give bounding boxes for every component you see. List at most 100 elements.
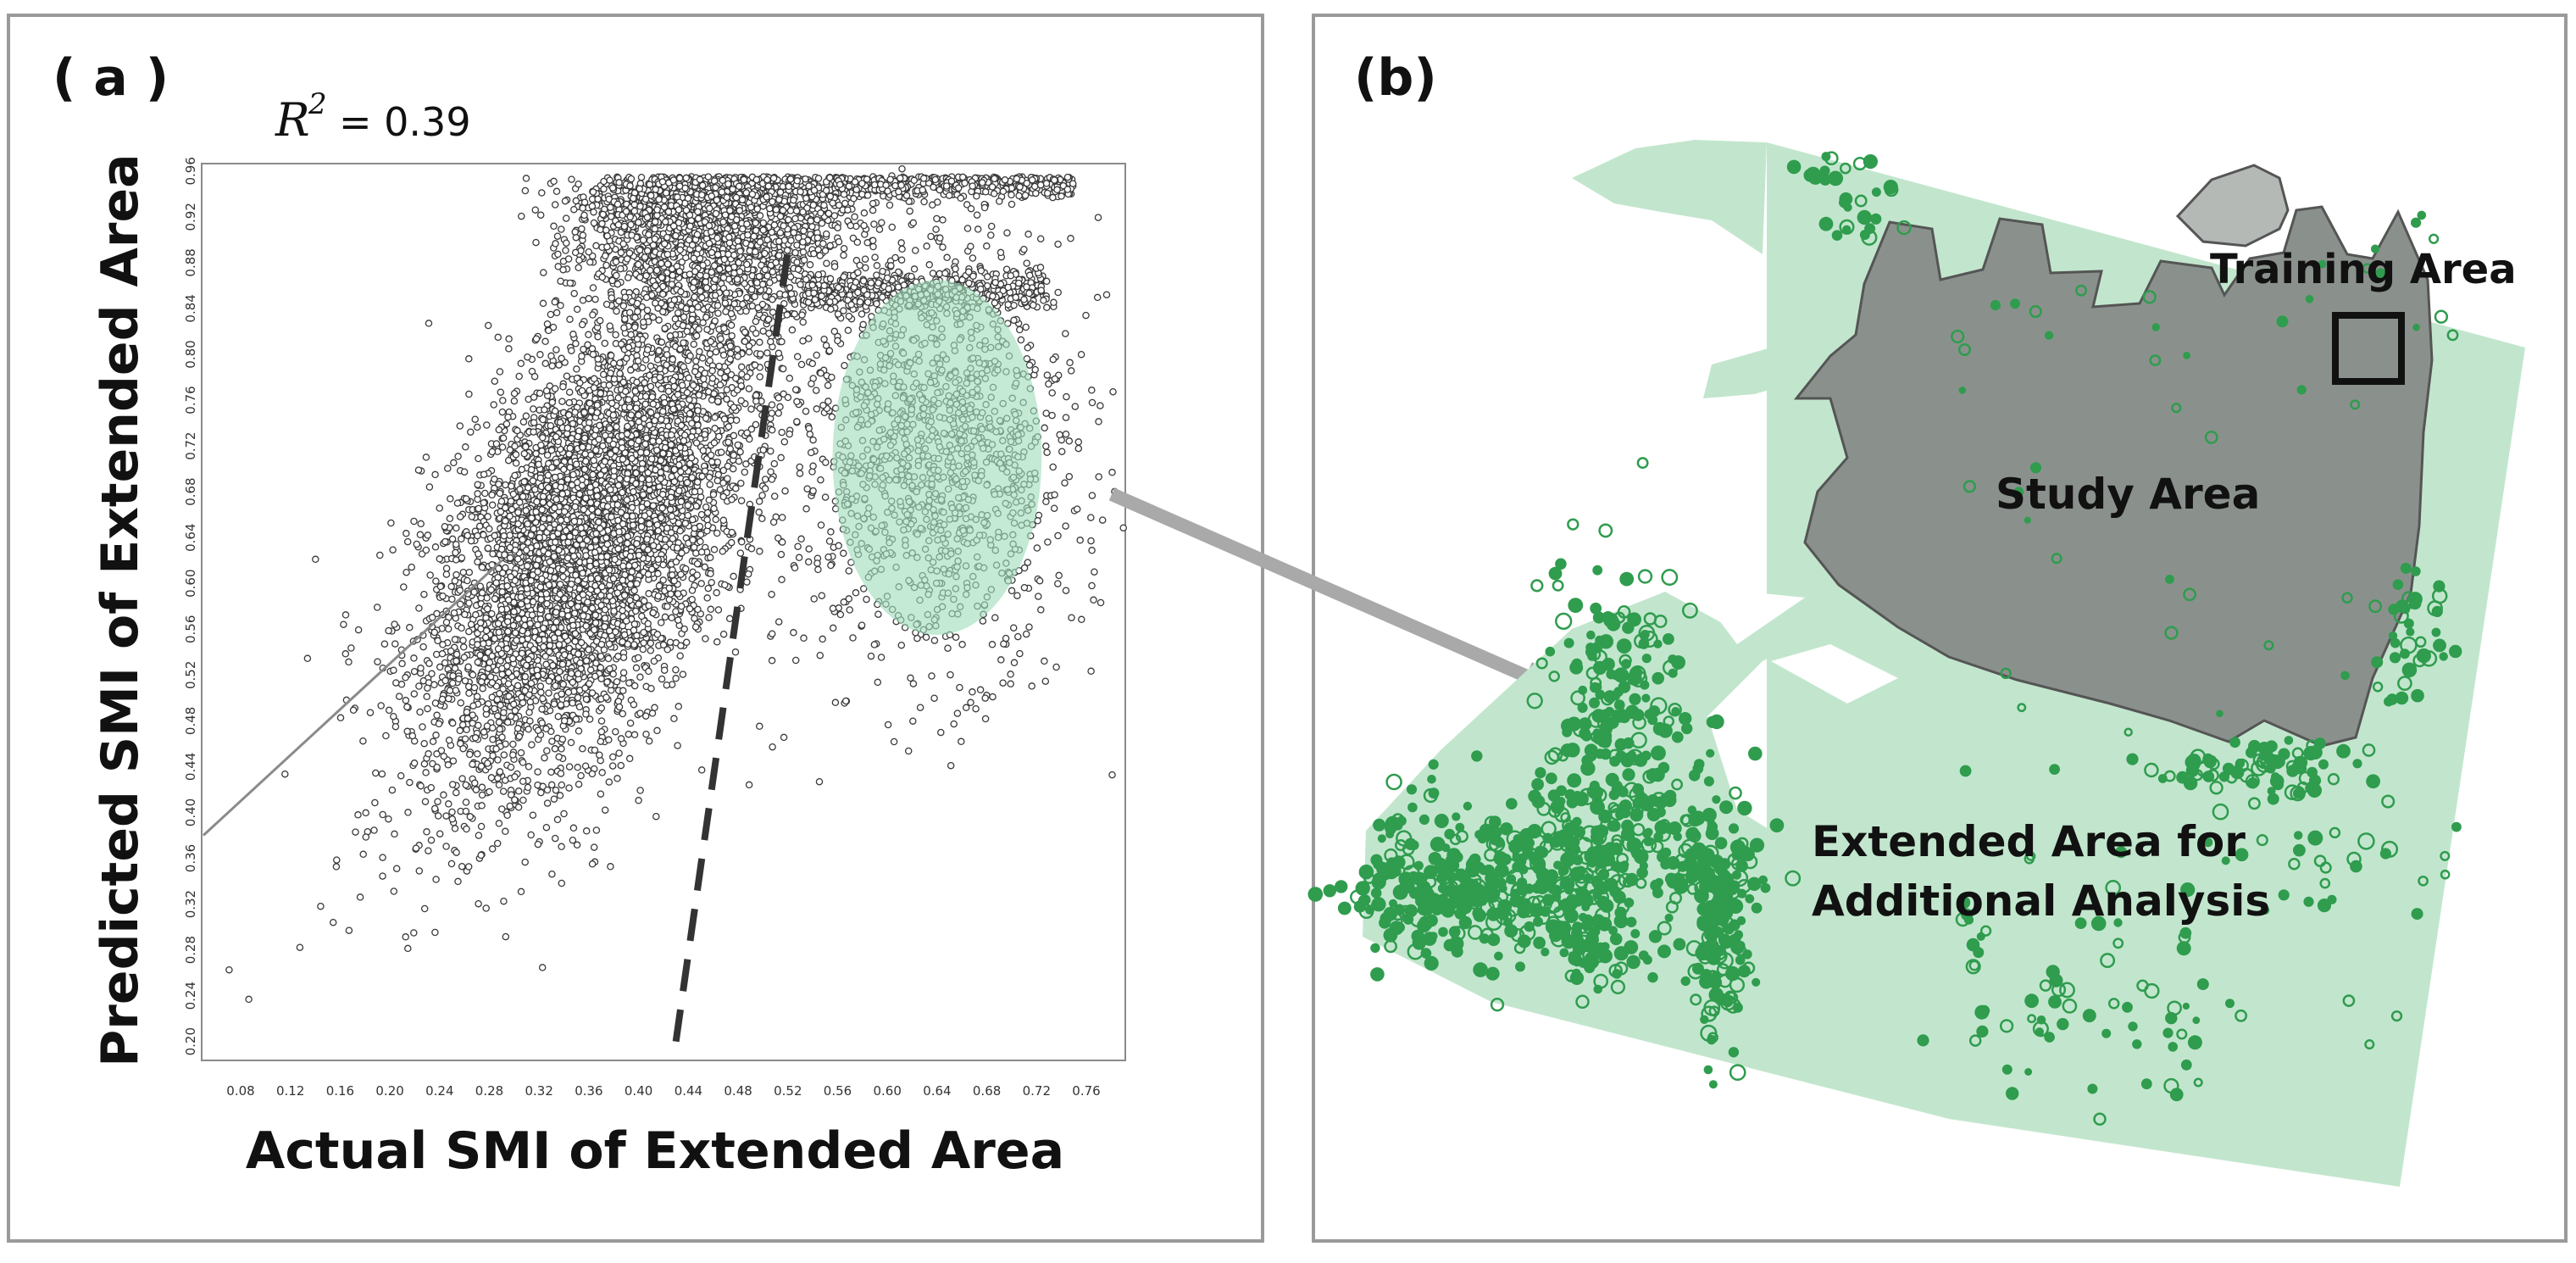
data-point bbox=[769, 518, 778, 526]
data-point bbox=[458, 624, 465, 632]
data-point bbox=[550, 795, 558, 803]
data-point bbox=[528, 514, 536, 522]
data-point bbox=[408, 732, 417, 740]
data-point bbox=[447, 860, 456, 868]
data-point bbox=[542, 823, 551, 832]
data-point bbox=[580, 409, 588, 416]
data-point bbox=[504, 596, 513, 604]
data-point bbox=[464, 715, 472, 722]
data-point bbox=[597, 652, 605, 660]
data-point bbox=[647, 684, 655, 693]
data-point bbox=[442, 565, 451, 572]
data-point bbox=[715, 362, 723, 370]
data-point bbox=[594, 332, 602, 341]
data-point bbox=[378, 770, 386, 778]
data-point bbox=[542, 387, 551, 395]
data-point bbox=[607, 369, 614, 377]
data-point bbox=[366, 709, 375, 716]
data-point bbox=[642, 448, 651, 457]
data-point bbox=[574, 764, 581, 771]
data-point bbox=[359, 737, 367, 745]
data-point bbox=[441, 676, 449, 685]
data-point bbox=[527, 531, 535, 539]
data-point bbox=[557, 302, 564, 309]
data-point bbox=[442, 570, 451, 578]
data-point bbox=[694, 421, 702, 429]
data-point bbox=[529, 598, 537, 606]
data-point bbox=[708, 396, 716, 404]
data-point bbox=[645, 590, 652, 598]
data-point bbox=[635, 437, 642, 445]
data-point bbox=[410, 690, 419, 698]
data-point bbox=[435, 720, 443, 728]
data-point bbox=[566, 444, 575, 453]
data-point bbox=[619, 606, 626, 615]
data-point bbox=[609, 753, 617, 761]
data-point bbox=[479, 684, 486, 693]
data-point bbox=[552, 309, 561, 317]
data-point bbox=[403, 537, 412, 546]
data-point bbox=[518, 465, 526, 474]
data-point bbox=[402, 697, 410, 704]
data-point bbox=[576, 379, 584, 387]
data-point bbox=[547, 781, 556, 789]
data-point bbox=[697, 537, 704, 546]
data-point bbox=[379, 854, 386, 861]
data-point bbox=[472, 786, 480, 793]
data-point bbox=[474, 481, 481, 488]
data-point bbox=[447, 582, 455, 591]
data-point bbox=[715, 432, 723, 441]
data-point bbox=[561, 651, 569, 659]
data-point bbox=[603, 678, 611, 686]
data-point bbox=[425, 483, 434, 491]
data-point bbox=[452, 548, 459, 557]
data-point bbox=[454, 877, 462, 886]
data-point bbox=[373, 604, 381, 611]
data-point bbox=[579, 297, 587, 304]
data-point bbox=[736, 549, 745, 557]
data-point bbox=[553, 815, 562, 824]
data-point bbox=[640, 597, 648, 605]
data-point bbox=[452, 570, 460, 579]
data-point bbox=[796, 463, 803, 471]
data-point bbox=[530, 405, 537, 413]
data-point bbox=[537, 788, 545, 797]
data-point bbox=[534, 726, 542, 734]
data-point bbox=[526, 620, 534, 627]
data-point bbox=[575, 703, 584, 711]
data-point bbox=[478, 783, 486, 792]
panel-a-label: ( a ) bbox=[53, 48, 169, 108]
data-point bbox=[670, 576, 678, 585]
data-point bbox=[551, 407, 559, 415]
data-point bbox=[628, 504, 636, 512]
data-point bbox=[558, 490, 567, 498]
data-point bbox=[672, 558, 680, 566]
data-point bbox=[521, 673, 530, 681]
data-point bbox=[588, 345, 597, 353]
data-point bbox=[480, 728, 488, 736]
data-point bbox=[495, 781, 503, 789]
data-point bbox=[626, 719, 635, 727]
data-point bbox=[438, 695, 447, 704]
data-point bbox=[711, 414, 719, 421]
data-point bbox=[434, 812, 442, 820]
data-point bbox=[476, 582, 485, 590]
data-point bbox=[599, 370, 608, 379]
data-point bbox=[475, 832, 483, 839]
data-point bbox=[422, 769, 430, 776]
data-point bbox=[719, 492, 727, 501]
data-point bbox=[580, 505, 588, 514]
data-point bbox=[561, 632, 569, 641]
data-point bbox=[658, 675, 666, 683]
data-point bbox=[770, 492, 779, 500]
data-point bbox=[659, 641, 668, 649]
data-point bbox=[670, 715, 678, 723]
data-point bbox=[545, 581, 553, 589]
data-point bbox=[503, 811, 511, 820]
data-point bbox=[563, 372, 571, 380]
data-point bbox=[522, 412, 530, 420]
data-point bbox=[737, 363, 746, 371]
data-point bbox=[439, 592, 447, 600]
data-point bbox=[635, 797, 642, 804]
